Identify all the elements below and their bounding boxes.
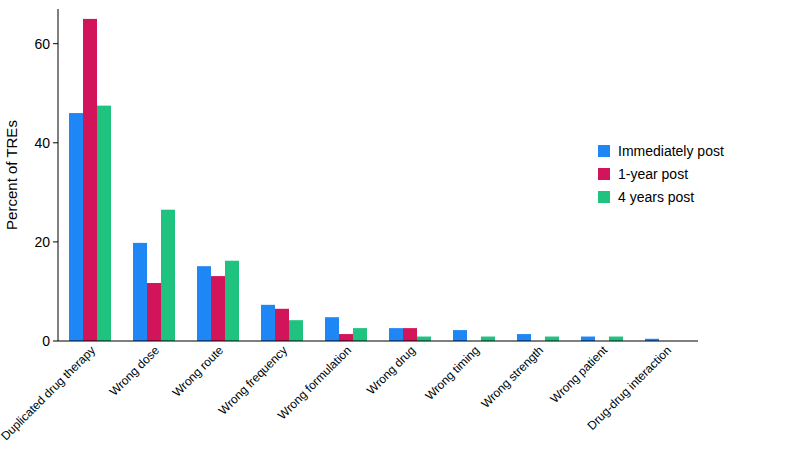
x-tick-label: Wrong formulation <box>275 343 354 422</box>
bar <box>389 328 403 341</box>
y-tick-label: 60 <box>34 36 50 52</box>
bar <box>417 337 431 341</box>
bar <box>161 210 175 341</box>
bar <box>69 113 83 341</box>
bar <box>517 334 531 341</box>
bar <box>481 337 495 341</box>
bar <box>275 309 289 341</box>
x-tick-label: Wrong route <box>170 343 227 400</box>
bar <box>261 305 275 341</box>
y-tick <box>53 341 58 342</box>
bar <box>545 337 559 341</box>
legend-swatch <box>598 145 610 157</box>
legend-label: Immediately post <box>618 143 724 159</box>
legend-label: 1-year post <box>618 166 688 182</box>
bar <box>133 243 147 341</box>
bar <box>211 276 225 341</box>
y-tick-label: 40 <box>34 135 50 151</box>
legend-label: 4 years post <box>618 189 694 205</box>
bar <box>147 283 161 341</box>
legend-swatch <box>598 168 610 180</box>
y-tick <box>53 241 58 242</box>
bar <box>83 19 97 341</box>
bar <box>97 106 111 341</box>
x-tick-label: Wrong dose <box>107 343 163 399</box>
y-axis-label: Percent of TREs <box>3 120 20 230</box>
x-tick-label: Duplicated drug therapy <box>0 343 98 443</box>
y-tick <box>53 43 58 44</box>
chart: 0 20 40 60 Duplicated drug therapyWrong dose… <box>0 0 800 458</box>
y-tick-label: 20 <box>34 234 50 250</box>
x-tick-label: Drug-drug interaction <box>585 343 675 433</box>
bar <box>453 330 467 341</box>
bar <box>289 320 303 341</box>
bar <box>581 337 595 341</box>
bars <box>69 19 659 341</box>
legend-swatch <box>598 191 610 203</box>
bar <box>325 317 339 341</box>
bar <box>403 328 417 341</box>
y-axis <box>58 9 59 341</box>
bar <box>197 266 211 341</box>
bar <box>339 334 353 341</box>
x-tick-label: Wrong timing <box>422 343 482 403</box>
x-tick-label: Wrong strength <box>478 343 546 411</box>
y-tick <box>53 142 58 143</box>
bar <box>225 261 239 341</box>
bar <box>353 328 367 341</box>
y-tick-label: 0 <box>42 333 50 349</box>
x-tick-label: Wrong patient <box>548 343 611 406</box>
legend: Immediately post 1-year post 4 years post <box>598 143 724 205</box>
x-tick-label: Wrong drug <box>364 343 418 397</box>
bar <box>609 337 623 341</box>
x-tick-label: Wrong frequency <box>216 343 290 417</box>
x-axis <box>58 341 698 342</box>
